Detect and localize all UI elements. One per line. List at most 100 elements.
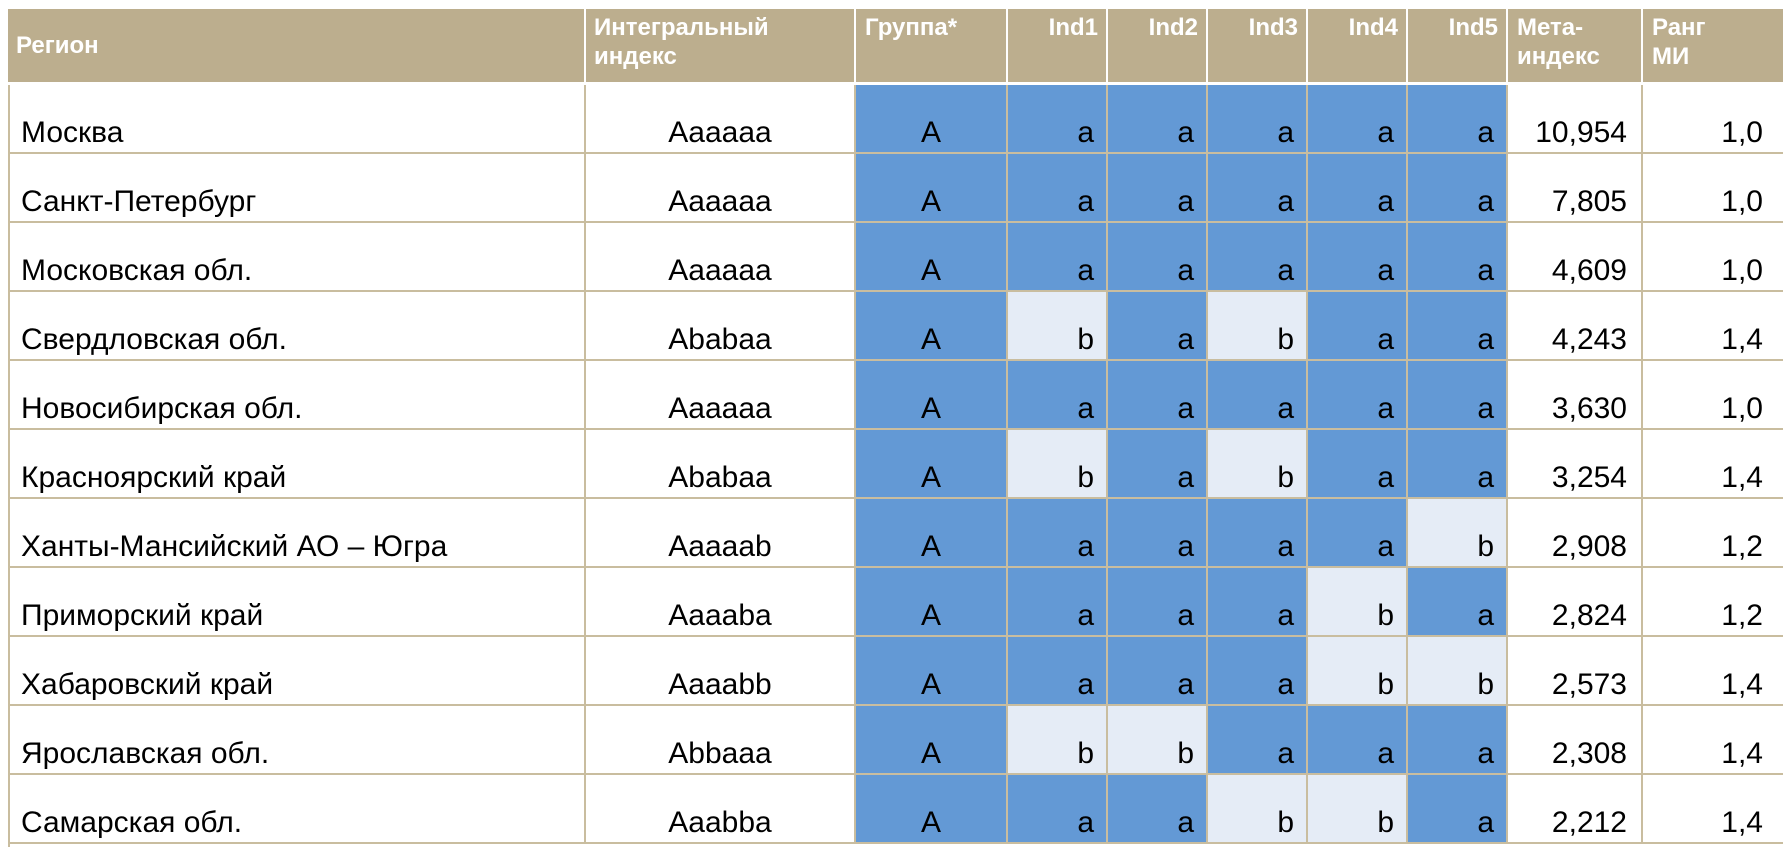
header-ind1-label: Ind1	[1048, 14, 1098, 41]
region-cell: Московская обл.	[8, 222, 586, 292]
ind4-cell: b	[1307, 774, 1408, 844]
header-region: Регион	[8, 9, 586, 85]
integral-index-cell: Aaabba	[585, 774, 856, 844]
integral-index-cell: Ababaa	[585, 429, 856, 499]
rank-cell: 1,4	[1642, 636, 1783, 706]
header-rank-line1: Ранг	[1652, 14, 1706, 41]
ind4-cell: a	[1307, 498, 1408, 568]
ind3-cell: a	[1207, 83, 1308, 154]
ind5-cell: a	[1407, 567, 1508, 637]
header-ind5: Ind5	[1407, 9, 1508, 85]
group-cell: A	[855, 153, 1008, 223]
ind5-cell: b	[1407, 498, 1508, 568]
rank-cell: 1,4	[1642, 705, 1783, 775]
ind1-cell: b	[1007, 291, 1108, 361]
header-row: Регион Интегральный индекс Группа* Ind1 I…	[8, 9, 1783, 85]
ind1-cell: a	[1007, 567, 1108, 637]
meta-index-cell: 3,630	[1507, 360, 1643, 430]
rank-cell: 1,2	[1642, 498, 1783, 568]
header-rank-line2: МИ	[1652, 43, 1690, 70]
group-cell: A	[855, 360, 1008, 430]
ind2-cell: a	[1107, 636, 1208, 706]
ind3-cell: b	[1207, 429, 1308, 499]
ind1-cell: b	[1007, 705, 1108, 775]
header-ind4: Ind4	[1307, 9, 1408, 85]
region-cell: Приморский край	[8, 567, 586, 637]
ind1-cell: a	[1007, 153, 1108, 223]
table-header: Регион Интегральный индекс Группа* Ind1 I…	[8, 9, 1783, 85]
ind5-cell: a	[1407, 360, 1508, 430]
ind5-cell: a	[1407, 153, 1508, 223]
ind3-cell: b	[1207, 291, 1308, 361]
rank-cell: 1,2	[1642, 567, 1783, 637]
group-cell: A	[855, 222, 1008, 292]
rank-cell: 1,4	[1642, 291, 1783, 361]
group-cell: A	[855, 83, 1008, 154]
rank-cell: 1,0	[1642, 153, 1783, 223]
header-region-label: Регион	[16, 31, 99, 59]
ind4-cell: a	[1307, 291, 1408, 361]
ind4-cell: b	[1307, 636, 1408, 706]
rank-cell: 1,0	[1642, 222, 1783, 292]
header-meta-line1: Мета-	[1517, 14, 1584, 41]
group-cell: A	[855, 636, 1008, 706]
ranking-table: Регион Интегральный индекс Группа* Ind1 I…	[8, 9, 1783, 844]
integral-index-cell: Aaaaba	[585, 567, 856, 637]
integral-index-cell: Aaaabb	[585, 636, 856, 706]
ind2-cell: a	[1107, 291, 1208, 361]
header-ind2: Ind2	[1107, 9, 1208, 85]
header-ind1: Ind1	[1007, 9, 1108, 85]
header-ind2-label: Ind2	[1148, 14, 1198, 41]
ind3-cell: a	[1207, 567, 1308, 637]
header-meta-index: Мета-индекс	[1507, 9, 1643, 85]
region-cell: Свердловская обл.	[8, 291, 586, 361]
meta-index-cell: 10,954	[1507, 83, 1643, 154]
ind1-cell: a	[1007, 636, 1108, 706]
ind5-cell: a	[1407, 291, 1508, 361]
ind2-cell: a	[1107, 567, 1208, 637]
ind1-cell: a	[1007, 83, 1108, 154]
ind3-cell: a	[1207, 705, 1308, 775]
header-group-label: Группа*	[865, 14, 958, 41]
ind2-cell: a	[1107, 83, 1208, 154]
ind5-cell: a	[1407, 705, 1508, 775]
ind3-cell: a	[1207, 360, 1308, 430]
ind5-cell: a	[1407, 222, 1508, 292]
meta-index-cell: 2,212	[1507, 774, 1643, 844]
region-cell: Ярославская обл.	[8, 705, 586, 775]
integral-index-cell: Ababaa	[585, 291, 856, 361]
region-cell: Хабаровский край	[8, 636, 586, 706]
integral-index-cell: Abbaaa	[585, 705, 856, 775]
region-cell: Ханты-Мансийский АО – Югра	[8, 498, 586, 568]
meta-index-cell: 2,308	[1507, 705, 1643, 775]
ranking-table-container: Регион Интегральный индекс Группа* Ind1 I…	[8, 9, 1783, 844]
ind4-cell: b	[1307, 567, 1408, 637]
ind4-cell: a	[1307, 83, 1408, 154]
integral-index-cell: Aaaaaa	[585, 222, 856, 292]
header-integral-line2: индекс	[594, 43, 677, 70]
region-cell: Новосибирская обл.	[8, 360, 586, 430]
ind3-cell: a	[1207, 498, 1308, 568]
rank-cell: 1,0	[1642, 360, 1783, 430]
ind4-cell: a	[1307, 429, 1408, 499]
region-cell: Самарская обл.	[8, 774, 586, 844]
ind4-cell: a	[1307, 705, 1408, 775]
ind4-cell: a	[1307, 153, 1408, 223]
ind3-cell: a	[1207, 153, 1308, 223]
ind1-cell: a	[1007, 774, 1108, 844]
ind4-cell: a	[1307, 222, 1408, 292]
integral-index-cell: Aaaaaa	[585, 83, 856, 154]
ind3-cell: a	[1207, 222, 1308, 292]
region-cell: Красноярский край	[8, 429, 586, 499]
header-meta-line2: индекс	[1517, 43, 1600, 70]
group-cell: A	[855, 705, 1008, 775]
rank-cell: 1,4	[1642, 429, 1783, 499]
